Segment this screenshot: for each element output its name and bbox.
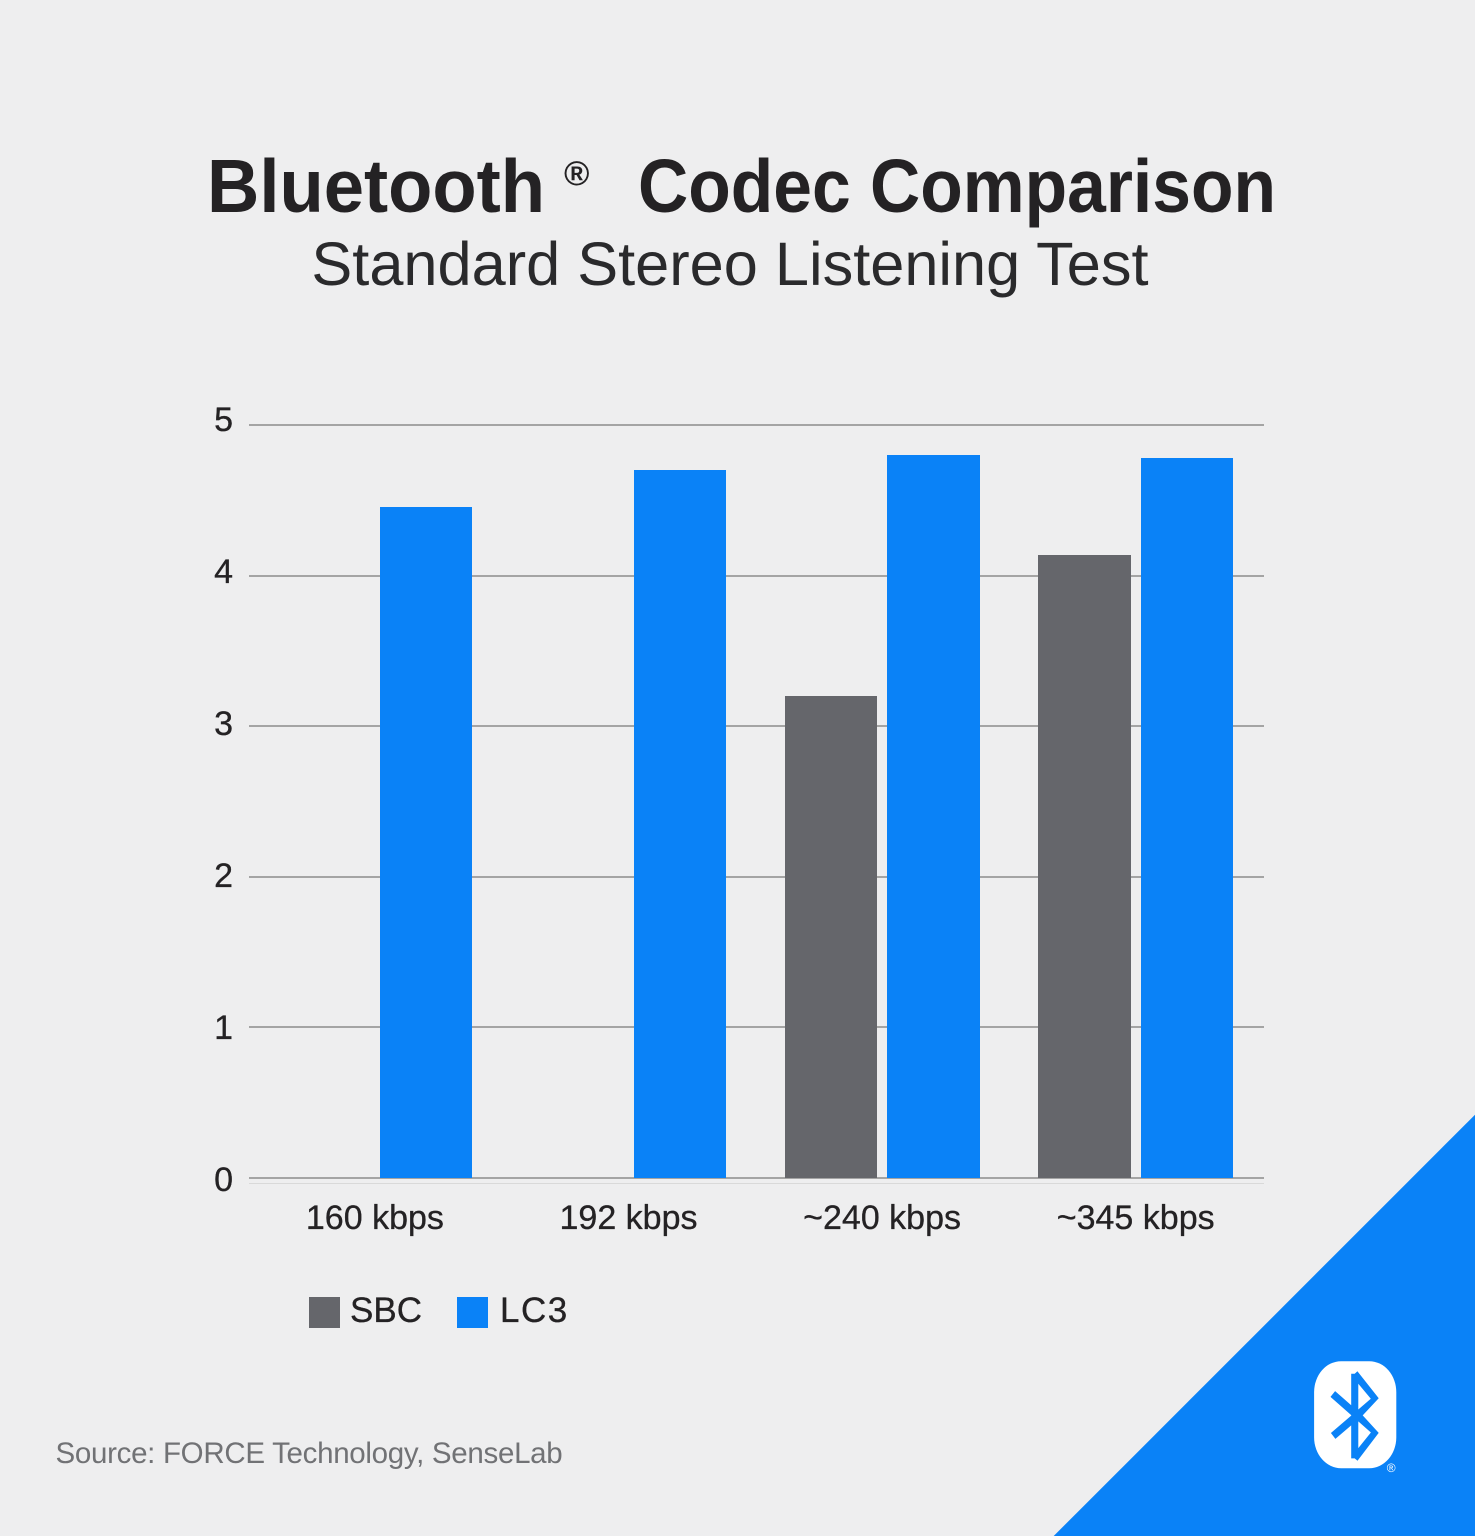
svg-text:®: ® bbox=[1387, 1461, 1396, 1475]
